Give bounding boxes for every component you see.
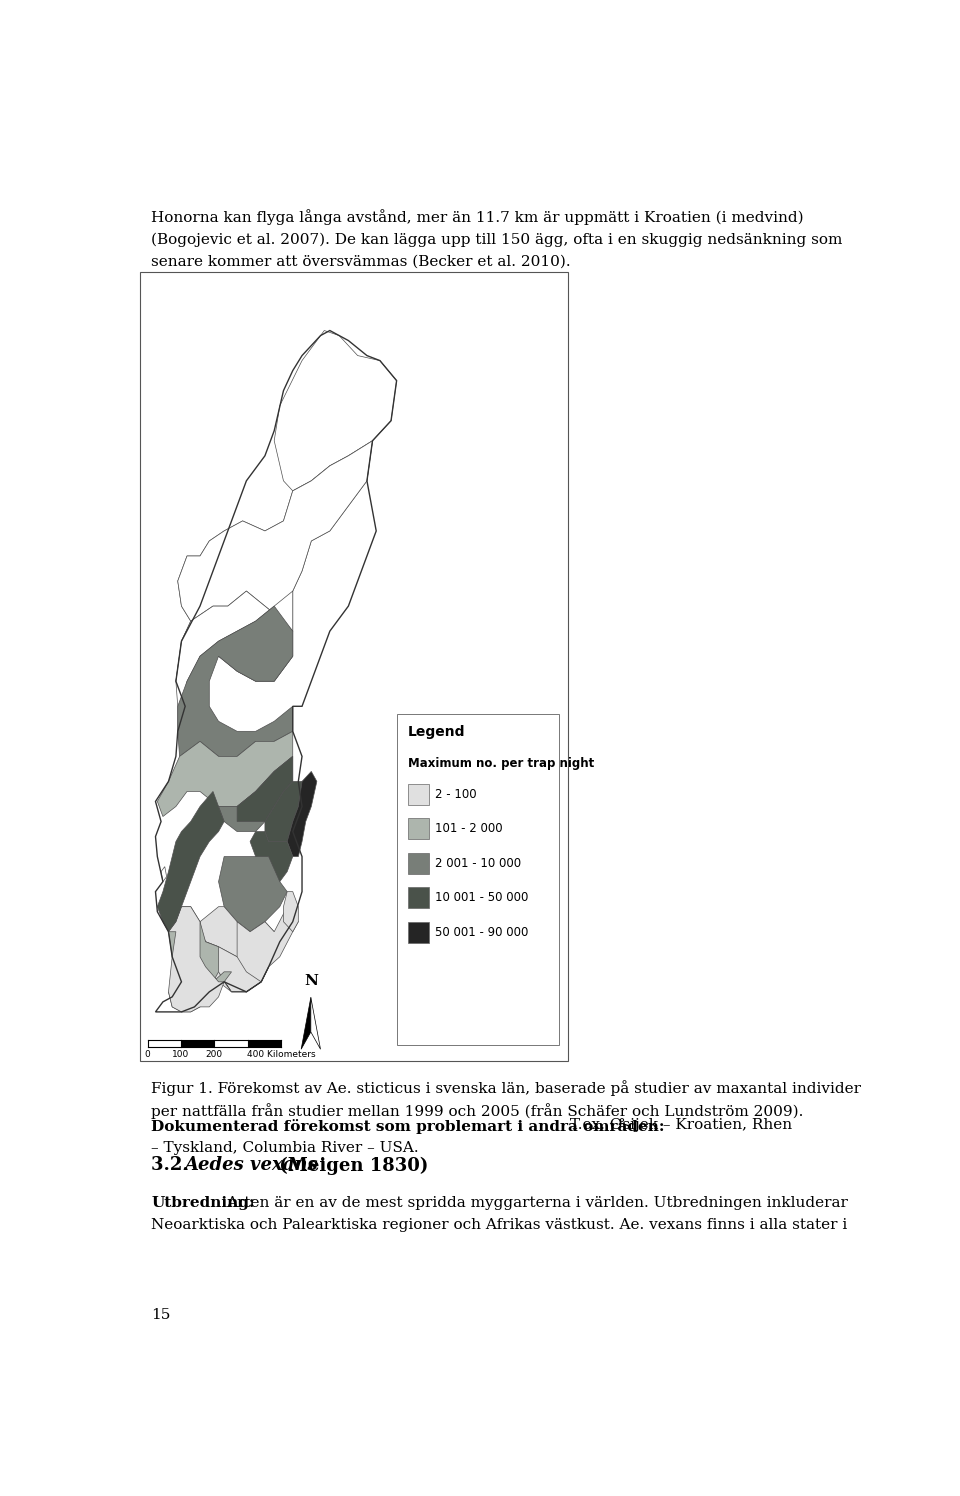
Polygon shape [161,866,167,881]
Text: Dokumenterad förekomst som problemart i andra områden:: Dokumenterad förekomst som problemart i … [152,1119,664,1134]
Bar [248,1040,281,1047]
Text: (Bogojevic et al. 2007). De kan lägga upp till 150 ägg, ofta i en skuggig nedsän: (Bogojevic et al. 2007). De kan lägga up… [152,232,843,247]
Polygon shape [157,791,224,932]
Text: Utbredning:: Utbredning: [152,1195,254,1209]
Polygon shape [168,907,224,1011]
Bar [148,1040,180,1047]
Text: 10 001 - 50 000: 10 001 - 50 000 [435,892,528,905]
Polygon shape [265,781,302,842]
Text: Legend: Legend [408,726,466,739]
Text: 400 Kilometers: 400 Kilometers [247,1050,316,1059]
Polygon shape [311,998,321,1049]
Text: senare kommer att översvämmas (Becker et al. 2010).: senare kommer att översvämmas (Becker et… [152,256,571,269]
Polygon shape [219,757,293,832]
Text: 2 - 100: 2 - 100 [435,788,476,800]
Polygon shape [237,757,293,821]
Bar [408,818,429,839]
Text: Aedes vexans: Aedes vexans [184,1156,318,1174]
Text: – Tyskland, Columbia River – USA.: – Tyskland, Columbia River – USA. [152,1141,419,1155]
Text: Maximum no. per trap night: Maximum no. per trap night [408,757,594,770]
Text: 101 - 2 000: 101 - 2 000 [435,823,502,835]
Bar [408,784,429,805]
Polygon shape [178,606,293,757]
Text: 200: 200 [205,1050,223,1059]
Text: per nattfälla från studier mellan 1999 och 2005 (från Schäfer och Lundström 2009: per nattfälla från studier mellan 1999 o… [152,1103,804,1119]
Bar [396,714,560,1046]
Text: T.ex. Osijek – Kroatien, Rhen: T.ex. Osijek – Kroatien, Rhen [564,1119,792,1132]
Text: N: N [304,974,318,989]
Bar [408,853,429,874]
Bar [408,922,429,942]
Text: 2 001 - 10 000: 2 001 - 10 000 [435,857,521,869]
Polygon shape [275,331,396,491]
Polygon shape [209,591,293,681]
Polygon shape [176,591,293,732]
Polygon shape [251,832,293,881]
Polygon shape [157,732,293,817]
Text: Arten är en av de mest spridda myggarterna i världen. Utbredningen inkluderar: Arten är en av de mest spridda myggarter… [226,1195,848,1209]
Polygon shape [176,441,372,681]
Text: 15: 15 [152,1308,171,1322]
Polygon shape [219,857,287,932]
Text: 50 001 - 90 000: 50 001 - 90 000 [435,926,528,939]
Bar [180,1040,214,1047]
Polygon shape [168,972,231,1011]
Polygon shape [178,441,372,631]
Polygon shape [219,966,269,992]
Text: Honorna kan flyga långa avstånd, mer än 11.7 km är uppmätt i Kroatien (i medvind: Honorna kan flyga långa avstånd, mer än … [152,209,804,226]
Polygon shape [168,907,219,1007]
Bar [408,887,429,908]
Text: (Meigen 1830): (Meigen 1830) [274,1156,428,1174]
Polygon shape [237,907,299,981]
Polygon shape [301,998,311,1049]
Text: 0: 0 [145,1050,151,1059]
Text: 100: 100 [172,1050,189,1059]
Bar [214,1040,248,1047]
Polygon shape [200,932,269,992]
Polygon shape [283,892,299,932]
Polygon shape [287,772,317,857]
Polygon shape [200,907,275,957]
Text: 3.2.: 3.2. [152,1156,195,1174]
Text: Neoarktiska och Palearktiska regioner och Afrikas västkust. Ae. vexans finns i a: Neoarktiska och Palearktiska regioner oc… [152,1218,848,1233]
Bar [140,272,568,1061]
Text: Figur 1. Förekomst av Ae. sticticus i svenska län, baserade på studier av maxant: Figur 1. Förekomst av Ae. sticticus i sv… [152,1080,861,1097]
